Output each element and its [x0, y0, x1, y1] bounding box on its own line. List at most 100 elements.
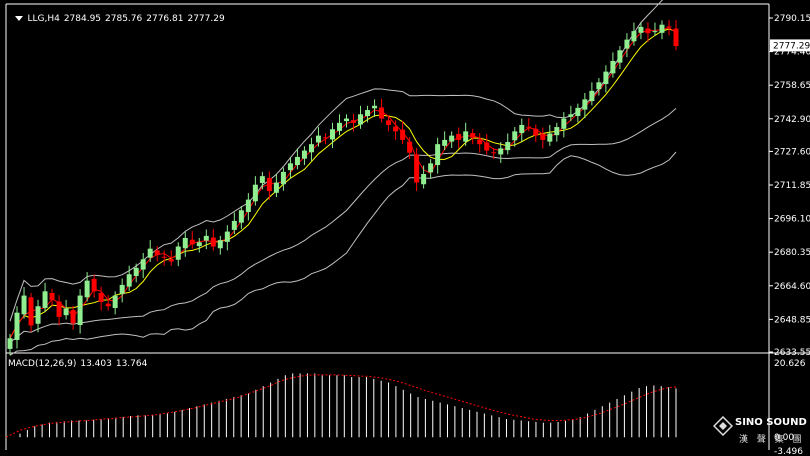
macd-scale-top: 20.626	[774, 359, 806, 369]
candle-body	[231, 220, 237, 230]
candle	[365, 105, 371, 123]
candle-body	[140, 259, 146, 270]
candle	[70, 305, 76, 330]
candle	[393, 120, 399, 140]
candle	[638, 22, 644, 40]
candle	[140, 252, 146, 279]
candle-body	[638, 26, 644, 33]
candle	[266, 171, 272, 200]
candle	[98, 286, 104, 311]
candle	[400, 121, 406, 145]
candle-body	[217, 240, 223, 249]
candle-body	[547, 133, 553, 142]
macd-main-value: 13.403	[80, 359, 112, 369]
symbol-timeframe: LLG,H4	[27, 14, 60, 24]
watermark-logo: SINO SOUND 漢 聲 集 團	[713, 414, 808, 450]
candle-body	[322, 137, 328, 139]
candle	[477, 133, 483, 153]
candle	[498, 142, 504, 163]
watermark-subtitle: 漢 聲 集 團	[739, 435, 805, 445]
candle-body	[554, 127, 560, 136]
candle-body	[386, 120, 392, 125]
price-tick-label: 2664.60	[774, 282, 810, 292]
candle	[14, 306, 20, 349]
candle-body	[400, 129, 406, 140]
candle	[42, 282, 48, 313]
candle-body	[673, 28, 679, 47]
current-price-label: 2777.29	[773, 41, 810, 51]
candle-body	[63, 308, 69, 316]
candle	[294, 148, 300, 170]
candle-body	[631, 31, 637, 42]
price-tick-label: 2758.65	[774, 81, 810, 91]
candle-body	[252, 184, 258, 202]
price-tick-label: 2790.15	[774, 14, 810, 24]
candle	[252, 176, 258, 206]
candle	[463, 122, 469, 146]
candle-body	[56, 301, 62, 317]
candle-body	[259, 176, 265, 183]
candle-body	[196, 242, 202, 247]
candle-body	[666, 26, 672, 28]
candle-body	[358, 114, 364, 125]
candle-body	[365, 110, 371, 117]
candle-body	[442, 139, 448, 146]
close-value: 2777.29	[187, 14, 225, 24]
candle	[631, 22, 637, 46]
candle-body	[519, 124, 525, 134]
candle-body	[379, 107, 385, 119]
candle-body	[154, 250, 160, 256]
candle	[175, 242, 181, 267]
macd-signal-line	[5, 374, 677, 438]
candle-body	[98, 293, 104, 302]
candle	[154, 246, 160, 262]
candle	[168, 250, 174, 266]
candle-body	[203, 235, 209, 241]
candle	[358, 105, 364, 129]
price-tick-label: 2774.40	[774, 48, 810, 58]
candle-body	[498, 148, 504, 155]
candle-body	[435, 144, 441, 166]
candle	[315, 127, 321, 147]
candle	[470, 128, 476, 145]
candle-body	[659, 24, 665, 33]
candle-body	[294, 156, 300, 166]
candle-body	[147, 248, 153, 258]
candle-body	[603, 71, 609, 85]
candle-body	[301, 150, 307, 159]
candle-body	[28, 297, 34, 326]
candle	[119, 278, 125, 303]
candle-body	[315, 135, 321, 143]
candle	[105, 295, 111, 311]
candle-body	[477, 139, 483, 145]
candle-body	[7, 338, 13, 349]
collapse-triangle-icon[interactable]	[15, 16, 24, 21]
candle	[428, 159, 434, 179]
candle	[414, 147, 420, 192]
candle-body	[119, 284, 125, 294]
candle	[21, 287, 27, 319]
candle	[63, 299, 69, 320]
candle-body	[91, 278, 97, 292]
candle	[84, 272, 90, 302]
candle	[189, 231, 195, 249]
candle	[301, 146, 307, 166]
candle	[617, 46, 623, 70]
candle-body	[168, 258, 174, 262]
candle-body	[175, 246, 181, 260]
candle-body	[589, 90, 595, 102]
candle-body	[393, 126, 399, 132]
candle	[421, 165, 427, 189]
candle	[161, 250, 167, 266]
candle	[673, 20, 679, 51]
candle	[386, 116, 392, 132]
candle	[603, 65, 609, 93]
candle-body	[456, 133, 462, 140]
candle-body	[428, 163, 434, 173]
candle-body	[351, 120, 357, 123]
candle-body	[470, 133, 476, 138]
candle-body	[540, 133, 546, 140]
price-tick-label: 2633.55	[774, 348, 810, 358]
candle-body	[35, 306, 41, 324]
